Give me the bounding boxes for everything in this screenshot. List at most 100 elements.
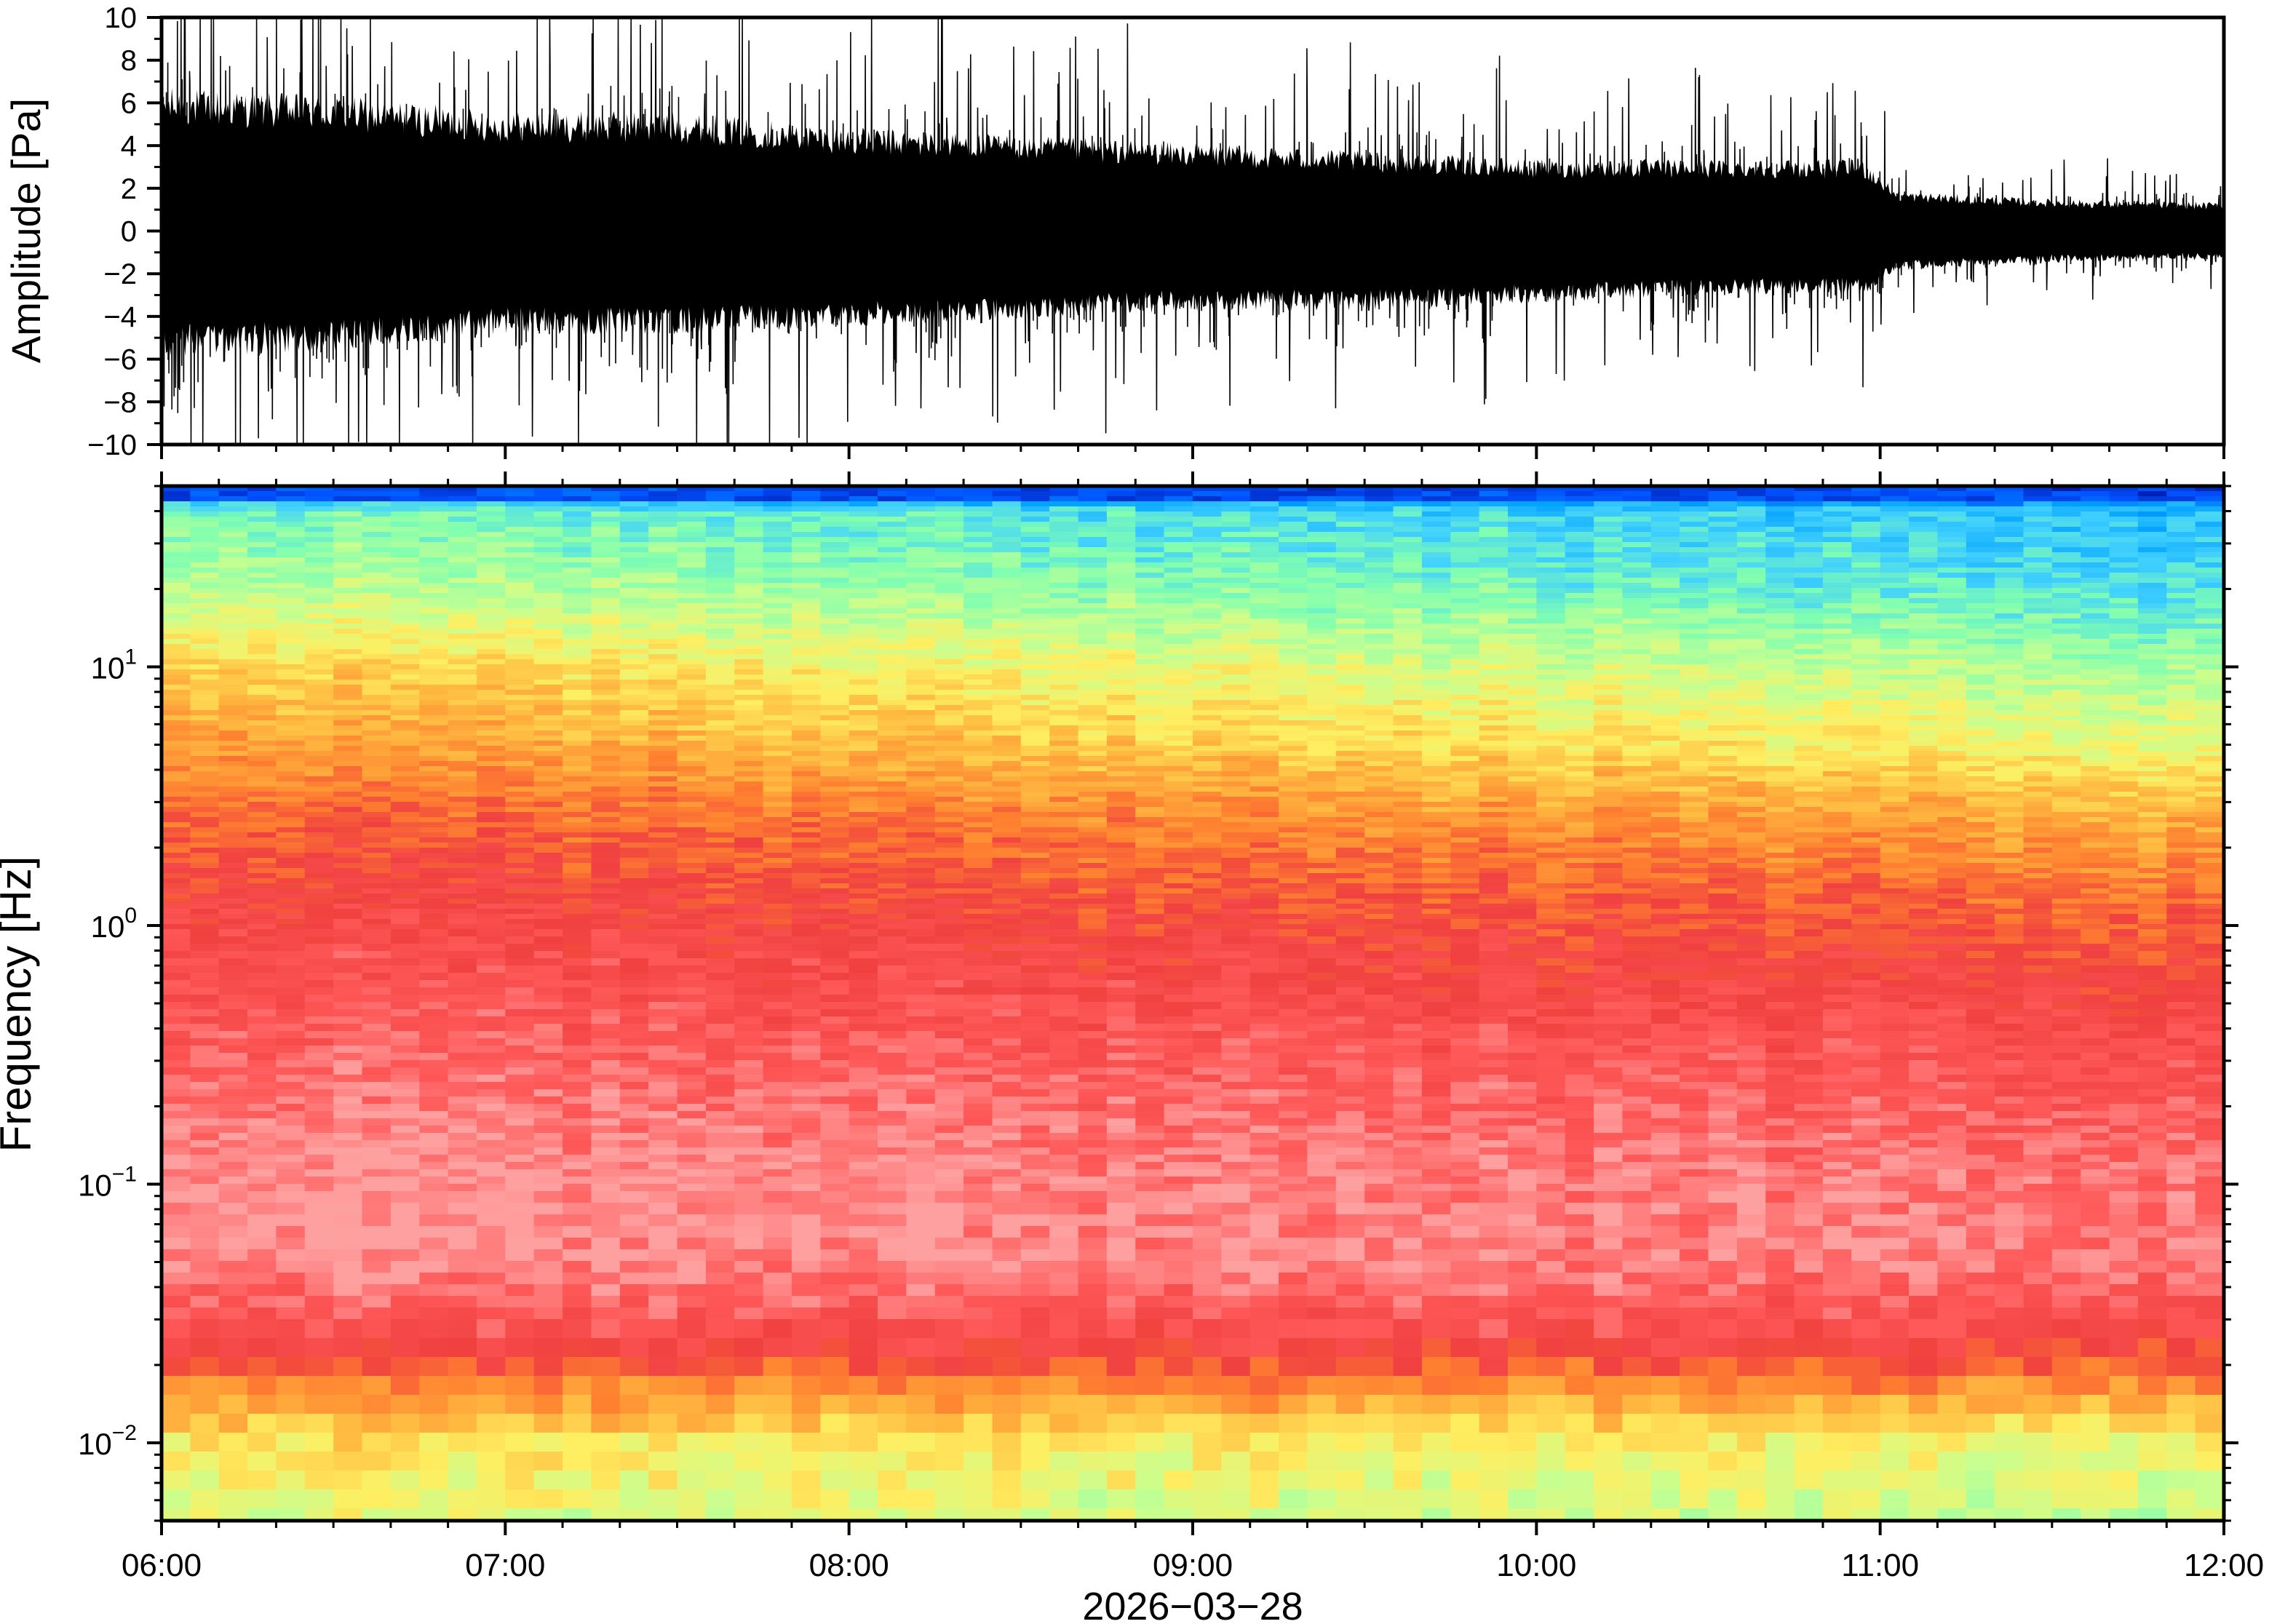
- spectrogram-column: [1164, 486, 1193, 1521]
- spectrogram-column: [2166, 486, 2196, 1521]
- spectrogram-column: [563, 486, 592, 1521]
- spectrogram-column: [2195, 486, 2224, 1521]
- spectrogram-y-tick-label: 10−2: [78, 1421, 137, 1461]
- spectrogram-xlabel: 2026−03−28: [1082, 1585, 1303, 1624]
- spectrogram-panel: 10−2 10−1 100 101 06:00 07:00 08:00 09:00 10:00…: [0, 471, 2264, 1624]
- waveform-y-tick-label: 0: [121, 216, 137, 248]
- spectrogram-column: [1279, 486, 1308, 1521]
- spectrogram-column: [1106, 486, 1137, 1521]
- spectrogram-column: [1736, 486, 1767, 1521]
- spectrogram-x-tick-label: 09:00: [1153, 1548, 1233, 1583]
- waveform-y-tick-label: 4: [121, 130, 137, 162]
- spectrogram-ylabel: Frequency [Hz]: [0, 856, 40, 1153]
- spectrogram-column: [1078, 486, 1108, 1521]
- spectrogram-column: [1851, 486, 1881, 1521]
- spectrogram-column: [963, 486, 993, 1521]
- waveform-y-tick-label: −8: [103, 386, 137, 418]
- spectrogram-column: [906, 486, 936, 1521]
- spectrogram-column: [390, 486, 421, 1521]
- spectrogram-column: [304, 486, 335, 1521]
- spectrogram-column: [591, 486, 621, 1521]
- spectrogram-column: [1909, 486, 1939, 1521]
- spectrogram-column: [1307, 486, 1337, 1521]
- spectrogram-column: [878, 486, 907, 1521]
- spectrogram-column: [1421, 486, 1452, 1521]
- spectrogram-column: [820, 486, 850, 1521]
- spectrogram-column: [1622, 486, 1652, 1521]
- spectrogram-column: [362, 486, 392, 1521]
- waveform-trace: [162, 17, 2224, 445]
- spectrogram-column: [1020, 486, 1051, 1521]
- spectrogram-column: [1508, 486, 1538, 1521]
- spectrogram-column: [648, 486, 678, 1521]
- spectrogram-column: [1794, 486, 1824, 1521]
- waveform-y-tick-label: 8: [121, 45, 137, 77]
- spectrogram-column: [1221, 486, 1251, 1521]
- spectrogram-column: [190, 486, 220, 1521]
- spectrogram-column: [1450, 486, 1480, 1521]
- spectrogram-column: [1822, 486, 1853, 1521]
- waveform-panel: 10 8 6 4 2 0 −2 −4 −6 −8 −10 Amplitude [Pa]: [3, 2, 2226, 461]
- waveform-y-tick-label: 10: [105, 2, 138, 34]
- spectrogram-column: [1765, 486, 1795, 1521]
- spectrogram-column: [218, 486, 249, 1521]
- spectrogram-column: [1536, 486, 1566, 1521]
- spectrogram-column: [1880, 486, 1910, 1521]
- spectrogram-column: [419, 486, 449, 1521]
- spectrogram-column: [934, 486, 965, 1521]
- spectrogram-column: [849, 486, 879, 1521]
- spectrogram-frame: [159, 484, 2226, 1523]
- spectrogram-column: [162, 486, 191, 1521]
- spectrogram-column: [1049, 486, 1079, 1521]
- spectrogram-column: [1249, 486, 1280, 1521]
- spectrogram-y-tick-label: 100: [91, 904, 137, 944]
- spectrogram-column: [1565, 486, 1595, 1521]
- spectrogram-column: [1680, 486, 1709, 1521]
- spectrogram-column: [1364, 486, 1394, 1521]
- spectrogram-column: [619, 486, 650, 1521]
- spectrogram-x-tick-label: 12:00: [2184, 1548, 2264, 1583]
- spectrogram-column: [705, 486, 736, 1521]
- waveform-y-axis: 10 8 6 4 2 0 −2 −4 −6 −8 −10: [87, 2, 162, 461]
- spectrogram-column: [1594, 486, 1624, 1521]
- spectrogram-column: [791, 486, 822, 1521]
- spectrogram-column: [2109, 486, 2139, 1521]
- spectrogram-column: [1335, 486, 1366, 1521]
- waveform-frame: [159, 15, 2226, 447]
- spectrogram-y-tick-label: 10−1: [78, 1162, 137, 1202]
- spectrogram-column: [276, 486, 306, 1521]
- spectrogram-column: [1937, 486, 1967, 1521]
- spectrogram-column: [2137, 486, 2168, 1521]
- waveform-y-tick-label: −10: [87, 429, 137, 461]
- spectrogram-column: [1193, 486, 1223, 1521]
- spectrogram-column: [1650, 486, 1681, 1521]
- spectrogram-column: [1135, 486, 1165, 1521]
- spectrogram-column: [1966, 486, 1996, 1521]
- spectrogram-column: [2081, 486, 2110, 1521]
- spectrogram-x-tick-label: 10:00: [1496, 1548, 1576, 1583]
- waveform-y-tick-label: 2: [121, 173, 137, 205]
- spectrogram-column: [763, 486, 792, 1521]
- spectrogram-column: [247, 486, 277, 1521]
- spectrogram-column: [448, 486, 477, 1521]
- spectrogram-heatmap: [162, 486, 2224, 1521]
- spectrogram-x-tick-label: 06:00: [122, 1548, 202, 1583]
- spectrogram-column: [505, 486, 535, 1521]
- spectrogram-column: [533, 486, 564, 1521]
- waveform-y-tick-label: −4: [103, 301, 137, 333]
- waveform-x-ticks: [160, 445, 2225, 459]
- spectrogram-column: [1708, 486, 1738, 1521]
- spectrogram-column: [1479, 486, 1509, 1521]
- spectrogram-column: [1393, 486, 1423, 1521]
- spectrogram-column: [477, 486, 506, 1521]
- spectrogram-column: [1995, 486, 2024, 1521]
- spectrogram-column: [992, 486, 1022, 1521]
- spectrogram-y-tick-label: 101: [91, 645, 137, 685]
- spectrogram-x-tick-label: 07:00: [465, 1548, 545, 1583]
- spectrogram-column: [2051, 486, 2082, 1521]
- spectrogram-column: [677, 486, 707, 1521]
- waveform-ylabel: Amplitude [Pa]: [3, 98, 49, 363]
- spectrogram-column: [734, 486, 764, 1521]
- waveform-y-tick-label: 6: [121, 87, 137, 119]
